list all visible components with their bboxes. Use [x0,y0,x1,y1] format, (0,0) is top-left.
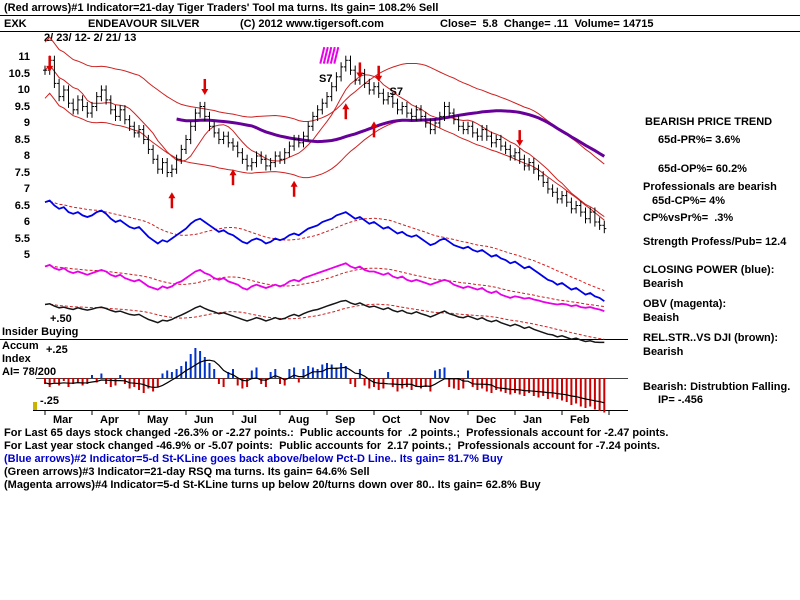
magenta-signal-hatch [319,46,340,64]
distribution-note: Bearish: Distrubtion Falling. [643,381,791,393]
price-tick-label: 10.5 [8,67,30,80]
price-tick-label: 8 [23,150,30,162]
footer-year-summary: For Last year stock changed -46.9% or -5… [4,440,660,452]
professionals-note: Professionals are bearish [643,181,777,193]
axis-origin-marker [33,402,37,410]
month-label: Feb [570,414,590,426]
month-label: Jun [194,414,214,426]
quote-line: Close= 5.8 Change= .11 Volume= 14715 [440,18,654,30]
price-tick-label: 11 [18,51,30,63]
obv-state: Beaish [643,312,680,324]
accum-label: Accum [2,340,39,352]
month-label: Apr [100,414,119,426]
month-label: Jan [523,414,542,426]
obv-ma-dotted [44,265,605,308]
long-ma-line [176,109,606,158]
price-tick-label: 5 [23,249,30,261]
indicator3-caption: (Green arrows)#3 Indicator=21-day RSQ ma… [4,466,370,478]
month-label: May [147,414,169,426]
date-range: 2/ 23/ 12- 2/ 21/ 13 [44,32,137,44]
price-trend-title: BEARISH PRICE TREND [645,116,773,128]
insider-buying-label: Insider Buying [2,326,79,338]
indicator1-caption: (Red arrows)#1 Indicator=21-day Tiger Tr… [4,2,439,14]
index-label: Index [2,353,31,365]
indicator4-caption: (Magenta arrows)#4 Indicator=5-d St-KLin… [4,479,541,491]
signal-arrows [46,55,524,209]
closing-power-title: CLOSING POWER (blue): [643,264,775,276]
price-tick-label: 6 [23,216,30,228]
price-tick-label: 10 [17,84,30,96]
price-tick-label: 7 [23,183,30,195]
scale-label-plus25: +.25 [46,344,68,356]
stock-name: ENDEAVOUR SILVER [88,18,200,30]
month-label: Dec [476,414,497,426]
footer-65day-summary: For Last 65 days stock changed -26.3% or… [4,427,669,439]
relstr-state: Bearish [643,346,684,358]
copyright: (C) 2012 www.tigersoft.com [240,18,384,30]
chart-annotation: S7 [390,86,403,98]
lower-band-line [44,92,605,221]
month-label: Oct [382,414,401,426]
divider-header [0,31,800,32]
month-label: Nov [429,414,450,426]
chart-annotation: S7 [319,73,332,85]
op-percent: 65d-OP%= 60.2% [658,163,747,175]
price-tick-label: 9 [23,117,30,129]
pr-percent: 65d-PR%= 3.6% [658,134,741,146]
ip-value: IP= -.456 [658,394,703,406]
strength-ratio: Strength Profess/Pub= 12.4 [643,236,787,248]
obv-line [44,262,605,312]
closing-power-state: Bearish [643,278,684,290]
relstr-title: REL.STR..VS DJI (brown): [643,332,779,344]
price-tick-label: 6.5 [14,199,30,212]
cp-vs-pr: CP%vsPr%= .3% [643,212,734,224]
scale-label-minus25: -.25 [40,395,59,407]
divider-top [0,15,800,16]
cp-percent: 65d-CP%= 4% [652,195,726,207]
scale-label-plus50: +.50 [50,313,72,325]
indicator2-caption: (Blue arrows)#2 Indicator=5-d St-KLine g… [4,453,503,465]
month-label: Mar [53,414,73,426]
obv-title: OBV (magenta): [643,298,727,310]
month-label: Aug [288,414,310,426]
fast-ma-line [44,64,605,218]
month-label: Jul [241,414,257,426]
closing-power-line [44,199,605,302]
upper-band-line [44,36,605,165]
month-label: Sep [335,414,356,426]
accum-index-value: AI= 78/200 [2,366,57,378]
candlesticks [43,55,607,234]
ticker-symbol: EXK [4,18,27,30]
relstr-line [44,299,605,344]
closing-power-ma-dotted [44,200,605,292]
relstr-ma-dotted [44,303,605,340]
accum-smooth-line [44,359,605,404]
price-tick-label: 7.5 [14,166,30,179]
price-tick-label: 9.5 [14,100,30,113]
price-tick-label: 5.5 [14,232,30,245]
accum-histogram [44,348,606,413]
price-tick-label: 8.5 [14,133,30,146]
